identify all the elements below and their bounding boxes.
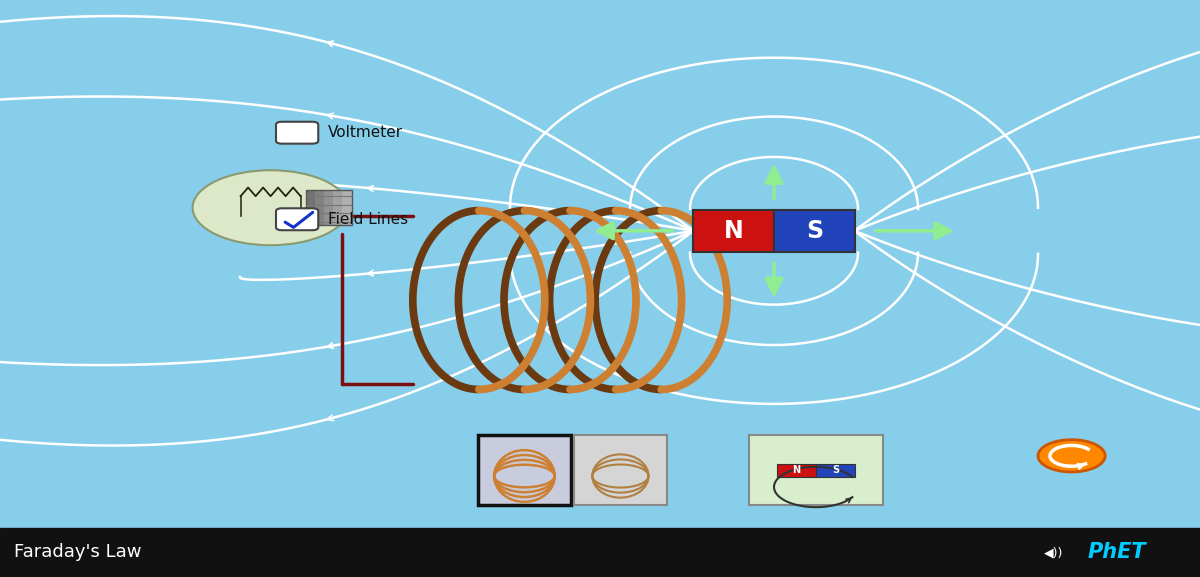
Bar	[0, 528, 1200, 577]
Bar	[342, 190, 352, 225]
FancyBboxPatch shape	[276, 208, 318, 230]
Bar	[316, 190, 324, 225]
FancyBboxPatch shape	[694, 210, 774, 252]
Bar	[334, 190, 342, 225]
Text: Field Lines: Field Lines	[328, 212, 408, 227]
FancyBboxPatch shape	[750, 435, 883, 505]
Bar	[306, 190, 316, 225]
Circle shape	[193, 170, 349, 245]
Text: Faraday's Law: Faraday's Law	[14, 544, 142, 561]
Text: ◀)): ◀))	[1044, 546, 1063, 559]
Text: N: N	[724, 219, 743, 243]
Text: S: S	[832, 465, 839, 475]
Text: N: N	[792, 465, 800, 475]
Text: PhET: PhET	[1087, 542, 1146, 563]
Bar	[816, 464, 856, 477]
Circle shape	[1038, 440, 1105, 472]
Text: S: S	[806, 219, 823, 243]
Bar	[306, 190, 352, 225]
Bar	[324, 190, 334, 225]
Text: Voltmeter: Voltmeter	[328, 125, 403, 140]
FancyBboxPatch shape	[276, 122, 318, 144]
Bar	[778, 464, 816, 477]
FancyBboxPatch shape	[478, 435, 571, 505]
FancyBboxPatch shape	[774, 210, 854, 252]
FancyBboxPatch shape	[574, 435, 667, 505]
